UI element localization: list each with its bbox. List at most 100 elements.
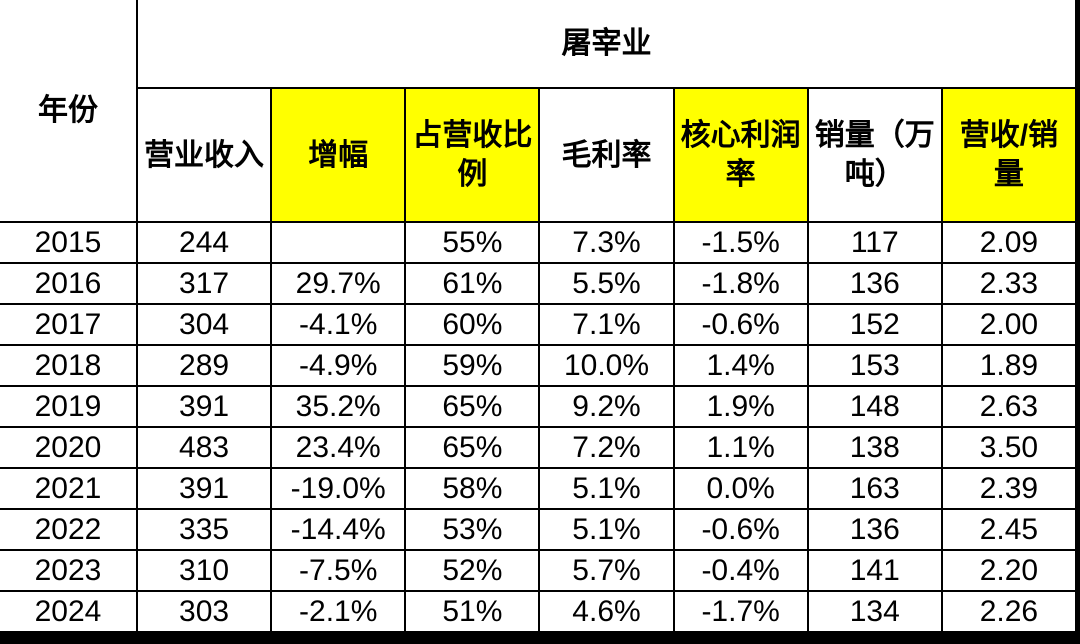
data-cell (270, 221, 407, 264)
data-cell: 289 (135, 344, 273, 387)
data-cell: 2.39 (940, 467, 1078, 510)
data-cell: 1.89 (940, 344, 1078, 387)
industry-group-header: 屠宰业 (136, 0, 1077, 89)
column-header: 营业收入 (135, 87, 273, 223)
data-cell: 29.7% (270, 262, 407, 305)
year-cell: 2016 (0, 262, 138, 305)
table-row: 2023 310 -7.5% 52% 5.7% -0.4% 141 2.20 (0, 549, 1078, 592)
data-cell: 335 (135, 508, 273, 551)
column-header: 占营收比 例 (404, 87, 541, 223)
data-cell: -1.5% (672, 221, 809, 264)
data-cell: 2.33 (940, 262, 1078, 305)
data-cell: 136 (806, 262, 943, 305)
data-cell: 4.6% (538, 590, 675, 633)
column-header: 增幅 (270, 87, 407, 223)
data-cell: 163 (806, 467, 943, 510)
data-cell: 310 (135, 549, 273, 592)
data-cell: -19.0% (270, 467, 407, 510)
data-cell: -7.5% (270, 549, 407, 592)
data-cell: 317 (135, 262, 273, 305)
year-cell: 2019 (0, 385, 138, 428)
year-cell: 2022 (0, 508, 138, 551)
year-cell: 2018 (0, 344, 138, 387)
year-cell: 2015 (0, 221, 138, 264)
table-row: 2017 304 -4.1% 60% 7.1% -0.6% 152 2.00 (0, 303, 1078, 346)
data-cell: 65% (404, 426, 541, 469)
data-cell: 53% (404, 508, 541, 551)
data-cell: 148 (806, 385, 943, 428)
year-cell: 2021 (0, 467, 138, 510)
data-cell: -4.1% (270, 303, 407, 346)
data-cell: 2.20 (940, 549, 1078, 592)
year-cell: 2024 (0, 590, 138, 633)
data-cell: -14.4% (270, 508, 407, 551)
data-cell: 303 (135, 590, 273, 633)
table-row: 2016 317 29.7% 61% 5.5% -1.8% 136 2.33 (0, 262, 1078, 305)
group-header-row: 年份 屠宰业 (0, 0, 1077, 223)
data-cell: 7.1% (538, 303, 675, 346)
table-row: 2020 483 23.4% 65% 7.2% 1.1% 138 3.50 (0, 426, 1078, 469)
table-row: 2022 335 -14.4% 53% 5.1% -0.6% 136 2.45 (0, 508, 1078, 551)
data-cell: 134 (806, 590, 943, 633)
data-cell: 1.1% (672, 426, 809, 469)
data-cell: 152 (806, 303, 943, 346)
data-cell: 58% (404, 467, 541, 510)
data-cell: -0.4% (672, 549, 809, 592)
column-header: 毛利率 (538, 87, 675, 223)
data-cell: 61% (404, 262, 541, 305)
data-cell: 55% (404, 221, 541, 264)
data-cell: 5.5% (538, 262, 675, 305)
table-row: 2015 244 55% 7.3% -1.5% 117 2.09 (0, 221, 1078, 264)
column-header: 营收/销 量 (940, 87, 1078, 223)
data-cell: -0.6% (672, 303, 809, 346)
data-cell: 136 (806, 508, 943, 551)
data-cell: 391 (135, 467, 273, 510)
data-cell: 60% (404, 303, 541, 346)
data-cell: 304 (135, 303, 273, 346)
data-cell: 117 (806, 221, 943, 264)
data-cell: 1.9% (672, 385, 809, 428)
data-cell: -1.8% (672, 262, 809, 305)
data-cell: 51% (404, 590, 541, 633)
data-cell: 141 (806, 549, 943, 592)
data-cell: 7.3% (538, 221, 675, 264)
column-header-row: 营业收入 增幅 占营收比 例毛利率 核心利润 率销量（万 吨） 营收/销 量 (0, 87, 1078, 223)
data-cell: 0.0% (672, 467, 809, 510)
data-cell: -0.6% (672, 508, 809, 551)
year-cell: 2017 (0, 303, 138, 346)
table-header: 年份 屠宰业 营业收入 增幅 占营收比 例毛利率 核心利润 率销量（万 吨） 营收/销 … (0, 0, 1078, 223)
data-cell: 9.2% (538, 385, 675, 428)
data-cell: 153 (806, 344, 943, 387)
data-cell: 35.2% (270, 385, 407, 428)
data-cell: 5.1% (538, 467, 675, 510)
column-header: 销量（万 吨） (806, 87, 943, 223)
data-cell: 7.2% (538, 426, 675, 469)
data-cell: -2.1% (270, 590, 407, 633)
year-cell: 2020 (0, 426, 138, 469)
data-cell: 52% (404, 549, 541, 592)
data-cell: 23.4% (270, 426, 407, 469)
data-cell: 65% (404, 385, 541, 428)
data-cell: 5.7% (538, 549, 675, 592)
data-cell: 2.00 (940, 303, 1078, 346)
data-cell: 2.63 (940, 385, 1078, 428)
year-cell: 2023 (0, 549, 138, 592)
data-cell: 3.50 (940, 426, 1078, 469)
data-cell: 391 (135, 385, 273, 428)
data-cell: 2.26 (940, 590, 1078, 633)
data-cell: 1.4% (672, 344, 809, 387)
year-column-header: 年份 (0, 0, 138, 223)
table-row: 2018 289 -4.9% 59% 10.0% 1.4% 153 1.89 (0, 344, 1078, 387)
data-cell: 138 (806, 426, 943, 469)
column-header: 核心利润 率 (672, 87, 809, 223)
data-cell: -4.9% (270, 344, 407, 387)
table-row: 2024 303 -2.1% 51% 4.6% -1.7% 134 2.26 (0, 590, 1078, 633)
data-cell: 2.45 (940, 508, 1078, 551)
table-body: 2015 244 55% 7.3% -1.5% 117 2.09 2016 317 29.7% 61… (0, 221, 1078, 633)
data-cell: 483 (135, 426, 273, 469)
data-cell: 244 (135, 221, 273, 264)
data-cell: -1.7% (672, 590, 809, 633)
data-cell: 5.1% (538, 508, 675, 551)
